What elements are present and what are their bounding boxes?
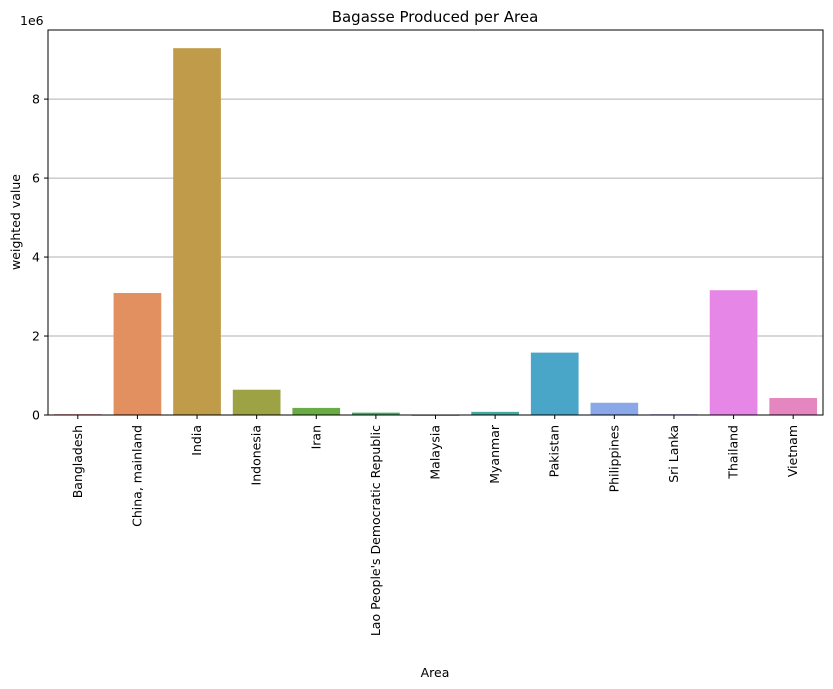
y-tick-label: 2 [32, 329, 40, 344]
x-tick-label: Vietnam [785, 425, 800, 477]
y-tick-label: 4 [32, 250, 40, 265]
y-ticks: 0 2 4 6 8 [32, 92, 48, 423]
x-tick-label: Malaysia [428, 425, 443, 480]
plot-frame [47, 29, 824, 416]
bar [590, 402, 639, 415]
bar [113, 292, 162, 415]
x-tick-label: Philippines [606, 425, 621, 492]
x-tick-label: Pakistan [547, 425, 562, 477]
bar [232, 389, 281, 415]
bar [352, 412, 400, 415]
x-tick-label: Myanmar [487, 424, 502, 484]
x-tick-label: India [189, 425, 204, 456]
x-tick-label: Sri Lanka [666, 425, 681, 483]
y-axis-label: weighted value [8, 174, 23, 270]
bars [53, 48, 818, 416]
bar [769, 398, 818, 415]
x-tick-label: Thailand [726, 425, 741, 480]
x-tick-label: Iran [308, 425, 323, 449]
x-axis-label: Area [421, 665, 450, 680]
x-ticks: Bangladesh China, mainland India Indonesia I… [70, 415, 800, 636]
bar [709, 290, 758, 415]
y-scale-label: 1e6 [20, 13, 44, 28]
x-tick-label: Lao People's Democratic Republic [368, 425, 383, 636]
bar [173, 48, 221, 416]
x-tick-label: China, mainland [129, 425, 144, 527]
bar [530, 352, 579, 415]
bar [292, 407, 341, 415]
y-tick-label: 6 [32, 171, 40, 186]
y-tick-label: 0 [32, 408, 40, 423]
bar [471, 411, 519, 415]
chart-title: Bagasse Produced per Area [332, 8, 539, 26]
grid-lines [48, 98, 823, 337]
y-tick-label: 8 [32, 92, 40, 107]
x-tick-label: Indonesia [249, 425, 264, 485]
x-tick-label: Bangladesh [70, 425, 85, 498]
